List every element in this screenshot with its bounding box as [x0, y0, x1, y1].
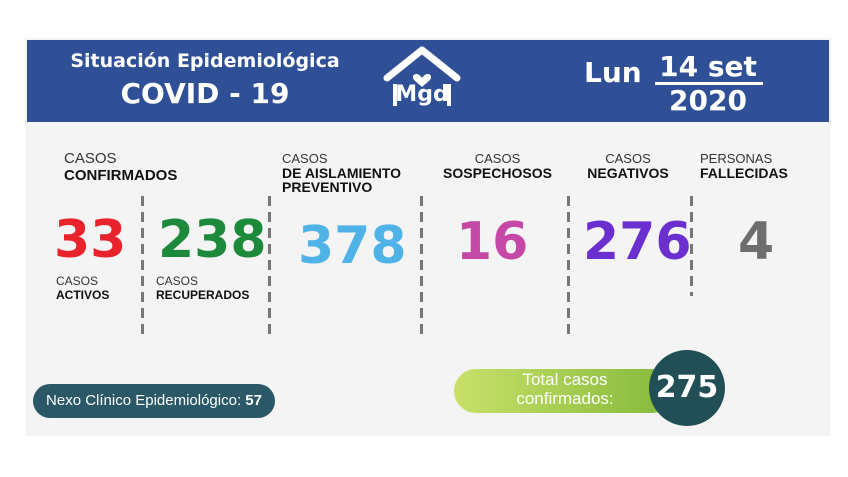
total-label: Total casos confirmados:	[516, 370, 614, 408]
header-title: Situación Epidemiológica	[70, 50, 340, 72]
header-year: 2020	[669, 84, 747, 117]
fallecidas-label: PERSONAS FALLECIDAS	[700, 151, 788, 181]
header-subtitle: COVID - 19	[120, 77, 290, 110]
divider	[141, 196, 144, 338]
date-divider	[655, 82, 763, 85]
sospechosos-label: CASOS SOSPECHOSOS	[443, 151, 552, 181]
total-pill	[454, 369, 674, 413]
fallecidas-value: 4	[738, 212, 775, 272]
confirmados-label: CASOS CONFIRMADOS	[64, 150, 178, 184]
negativos-label: CASOS NEGATIVOS	[587, 151, 669, 181]
divider	[567, 196, 570, 336]
house-heart-logo-icon	[383, 46, 461, 106]
recuperados-label: CASOS RECUPERADOS	[156, 274, 250, 302]
nexo-label: Nexo Clínico Epidemiológico:	[46, 392, 242, 409]
header-day: Lun	[584, 56, 642, 89]
aislamiento-value: 378	[298, 216, 407, 276]
activos-label: CASOS ACTIVOS	[56, 274, 110, 302]
header-date: 14 set	[659, 50, 757, 83]
divider	[420, 196, 423, 336]
divider	[268, 196, 271, 338]
recuperados-value: 238	[158, 210, 267, 270]
nexo-value: 57	[245, 392, 262, 409]
logo-text: Mgd	[395, 82, 449, 107]
sospechosos-value: 16	[456, 212, 529, 272]
negativos-value: 276	[583, 212, 692, 272]
divider	[690, 196, 693, 296]
nexo-badge: Nexo Clínico Epidemiológico: 57	[33, 384, 275, 418]
total-value: 275	[649, 350, 725, 426]
aislamiento-label: CASOS DE AISLAMIENTO PREVENTIVO	[282, 151, 402, 195]
activos-value: 33	[54, 210, 127, 270]
